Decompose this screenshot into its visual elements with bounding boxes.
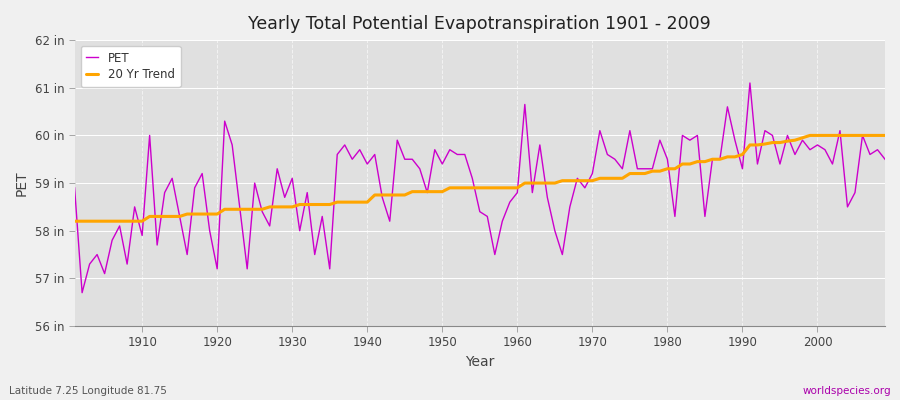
PET <box>744 80 755 85</box>
20 Yr Trend <box>805 133 815 138</box>
PET <box>519 102 530 107</box>
PET <box>69 186 80 190</box>
20 Yr Trend <box>602 176 613 181</box>
Y-axis label: PET: PET <box>15 170 29 196</box>
20 Yr Trend <box>294 202 305 207</box>
PET <box>609 157 620 162</box>
X-axis label: Year: Year <box>465 355 494 369</box>
20 Yr Trend <box>69 219 80 224</box>
PET <box>76 290 87 295</box>
20 Yr Trend <box>512 186 523 190</box>
Line: 20 Yr Trend: 20 Yr Trend <box>75 136 885 221</box>
Title: Yearly Total Potential Evapotranspiration 1901 - 2009: Yearly Total Potential Evapotranspiratio… <box>248 15 711 33</box>
Line: PET: PET <box>75 83 885 293</box>
PET <box>879 157 890 162</box>
PET <box>302 190 312 195</box>
PET <box>346 157 357 162</box>
PET <box>512 190 523 195</box>
20 Yr Trend <box>879 133 890 138</box>
Text: worldspecies.org: worldspecies.org <box>803 386 891 396</box>
Text: Latitude 7.25 Longitude 81.75: Latitude 7.25 Longitude 81.75 <box>9 386 166 396</box>
20 Yr Trend <box>504 186 515 190</box>
20 Yr Trend <box>339 200 350 204</box>
20 Yr Trend <box>130 219 140 224</box>
PET <box>137 233 148 238</box>
Legend: PET, 20 Yr Trend: PET, 20 Yr Trend <box>80 46 181 87</box>
